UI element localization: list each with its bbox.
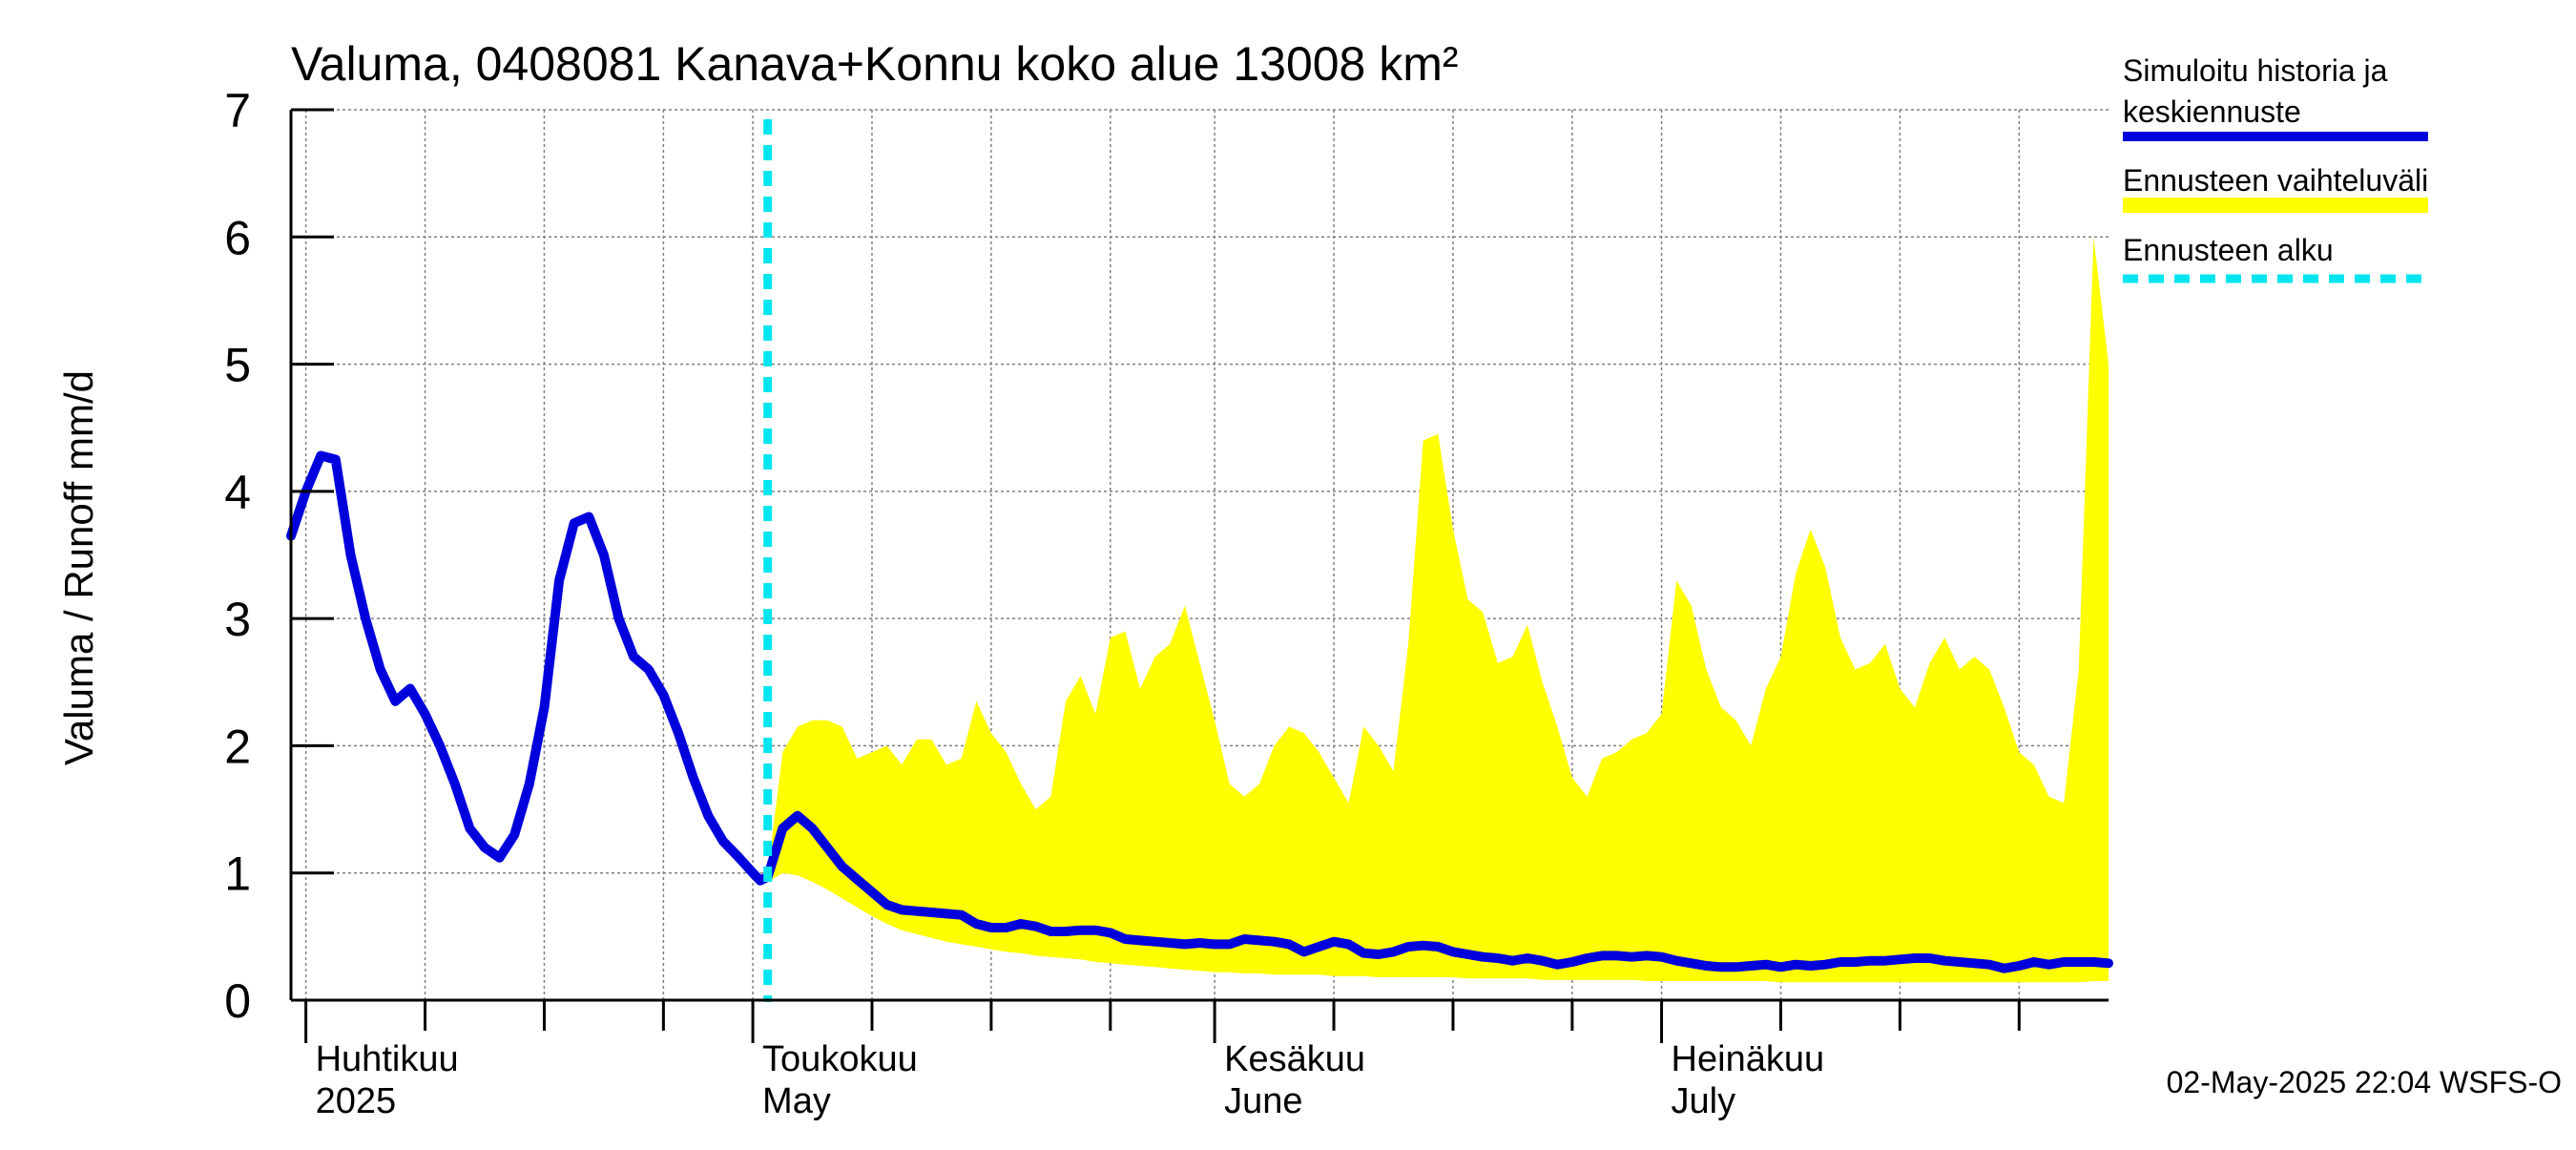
chart-title: Valuma, 0408081 Kanava+Konnu koko alue 1… [291, 37, 1459, 91]
legend-start-label: Ennusteen alku [2123, 233, 2334, 267]
x-month-sublabel: July [1672, 1081, 1736, 1121]
y-tick-label: 2 [224, 720, 251, 773]
tick-labels: 01234567Huhtikuu2025ToukokuuMayKesäkuuJu… [224, 84, 1824, 1121]
x-month-sublabel: 2025 [316, 1081, 397, 1121]
legend: Simuloitu historia ja keskiennuste Ennus… [2123, 53, 2428, 283]
x-month-label: Huhtikuu [316, 1039, 459, 1079]
x-month-label: Toukokuu [762, 1039, 918, 1079]
forecast-range-band [767, 237, 2109, 983]
axes [289, 108, 2109, 1043]
forecast-band-layer [767, 237, 2109, 983]
legend-history-label-line1: Simuloitu historia ja [2123, 53, 2388, 88]
y-tick-label: 7 [224, 84, 251, 137]
x-month-sublabel: May [762, 1081, 831, 1121]
x-month-label: Heinäkuu [1672, 1039, 1825, 1079]
y-tick-label: 1 [224, 847, 251, 901]
legend-band-label: Ennusteen vaihteluväli [2123, 163, 2428, 198]
x-month-sublabel: June [1224, 1081, 1302, 1121]
y-tick-label: 3 [224, 593, 251, 646]
legend-history-label-line2: keskiennuste [2123, 94, 2301, 129]
history-line-layer [286, 450, 2113, 973]
y-tick-label: 5 [224, 339, 251, 392]
y-tick-label: 4 [224, 466, 251, 519]
x-month-label: Kesäkuu [1224, 1039, 1365, 1079]
y-tick-label: 6 [224, 211, 251, 264]
y-tick-label: 0 [224, 974, 251, 1028]
history-mean-line [286, 450, 2113, 973]
y-axis-label: Valuma / Runoff mm/d [56, 370, 101, 765]
timestamp: 02-May-2025 22:04 WSFS-O [2167, 1065, 2562, 1099]
